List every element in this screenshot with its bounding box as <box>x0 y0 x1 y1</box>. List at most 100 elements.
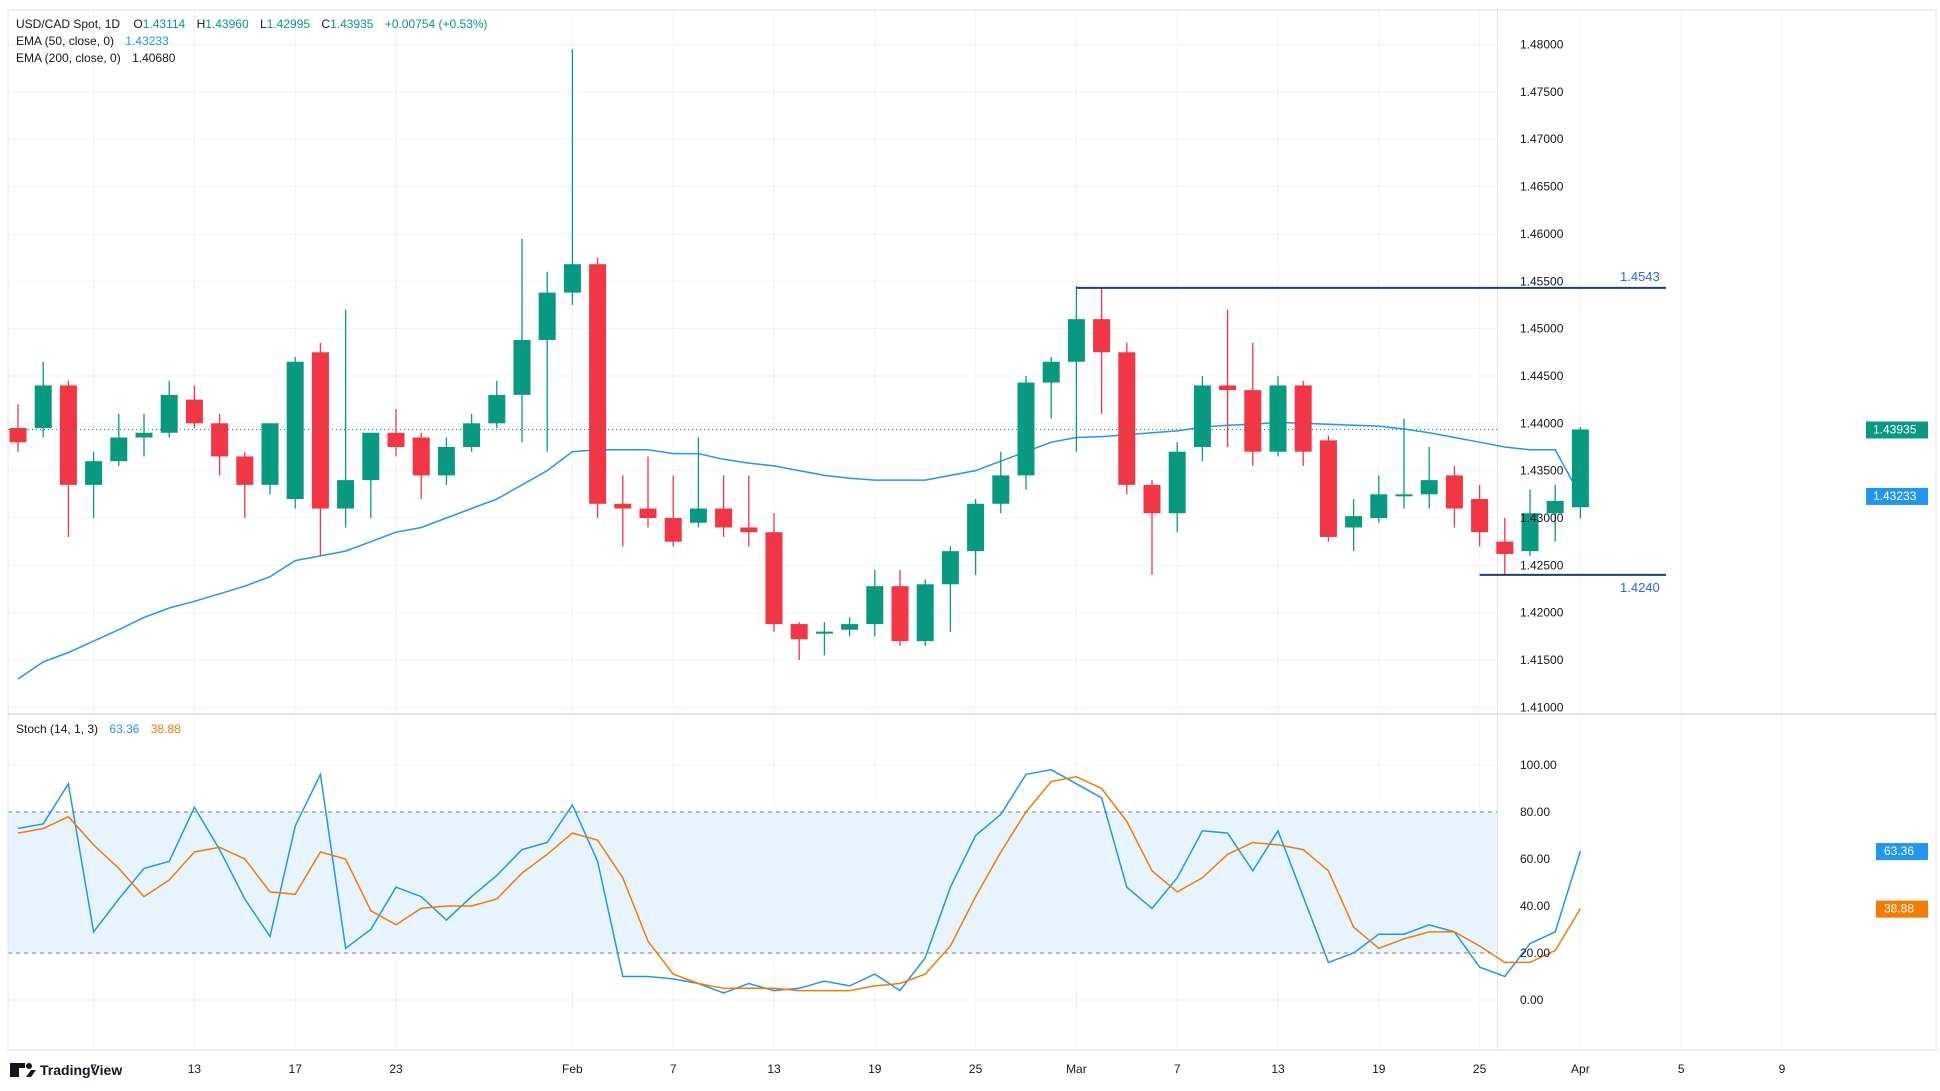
candle-up <box>34 361 52 438</box>
candle-body <box>740 527 758 533</box>
ohlc-change: +0.00754 (+0.53%) <box>385 17 488 31</box>
candle-up <box>689 437 707 528</box>
price-tick-label: 1.43000 <box>1520 511 1564 525</box>
candle-body <box>866 586 884 625</box>
candle-down <box>412 432 430 500</box>
candle-up <box>286 357 304 509</box>
candle-layer <box>9 49 1589 661</box>
candle-body <box>286 361 304 500</box>
candle-body <box>1269 385 1287 452</box>
level-label: 1.4240 <box>1620 580 1660 595</box>
candle-body <box>463 423 481 447</box>
candle-body <box>513 339 531 395</box>
candle-body <box>34 385 52 429</box>
candle-down <box>664 475 682 547</box>
ema200-legend-value: 1.40680 <box>132 51 176 65</box>
price-tick-label: 1.43500 <box>1520 464 1564 478</box>
stoch-badge-text: 63.36 <box>1884 844 1914 858</box>
stoch-badge-text: 38.88 <box>1884 902 1914 916</box>
candle-up <box>110 413 128 466</box>
time-tick-label: 7 <box>670 1062 677 1076</box>
stoch-k-line <box>17 768 1582 994</box>
candle-down <box>765 513 783 632</box>
candle-body <box>160 394 178 433</box>
candle-body <box>337 480 355 509</box>
ohlc-l-label: L <box>260 17 267 31</box>
candle-down <box>1445 465 1463 528</box>
candle-body <box>1445 475 1463 509</box>
candle-body <box>1093 319 1111 353</box>
candle-down <box>589 257 607 518</box>
candle-down <box>1294 380 1312 466</box>
candle-body <box>1219 385 1237 391</box>
price-tick-label: 1.41500 <box>1520 653 1564 667</box>
candle-body <box>135 432 153 438</box>
candle-down <box>185 385 203 429</box>
stoch-tick-label: 100.00 <box>1520 758 1557 772</box>
tradingview-logo[interactable]: TradingView <box>10 1062 122 1078</box>
time-tick-label: 13 <box>1271 1062 1285 1076</box>
time-tick-label: 19 <box>1372 1062 1386 1076</box>
candle-up <box>488 380 506 429</box>
time-tick-label: Feb <box>562 1062 583 1076</box>
price-tick-label: 1.44500 <box>1520 369 1564 383</box>
ohlc-o-label: O <box>133 17 142 31</box>
candle-down <box>1244 342 1262 466</box>
candle-body <box>1420 480 1438 495</box>
svg-text:Stoch (14, 1, 3) 63.36: Stoch (14, 1, 3) 63.36 38.88 <box>16 722 181 736</box>
candle-body <box>1143 484 1161 514</box>
stoch-k-legend-value: 63.36 <box>109 722 139 736</box>
candle-body <box>715 508 733 528</box>
time-tick-label: Apr <box>1571 1062 1590 1076</box>
ema50-badge-text: 1.43233 <box>1873 489 1917 503</box>
candle-down <box>1219 309 1237 447</box>
candle-body <box>1345 516 1363 528</box>
ema50-legend-label: EMA (50, close, 0) <box>16 34 114 48</box>
candle-body <box>261 423 279 485</box>
candle-body <box>563 264 581 293</box>
candle-up <box>1420 446 1438 509</box>
candle-down <box>715 475 733 537</box>
candle-body <box>664 518 682 542</box>
candle-up <box>1269 375 1287 457</box>
ema200-legend-label: EMA (200, close, 0) <box>16 51 121 65</box>
candle-down <box>1319 435 1337 542</box>
price-tick-label: 1.46000 <box>1520 227 1564 241</box>
candle-body <box>967 503 985 552</box>
time-tick-label: 25 <box>969 1062 983 1076</box>
candle-body <box>412 437 430 476</box>
candle-up <box>538 271 556 452</box>
candle-body <box>916 584 934 642</box>
ohlc-h-value: 1.43960 <box>205 17 249 31</box>
candle-down <box>639 456 657 528</box>
candle-down <box>1496 518 1514 575</box>
candle-down <box>1093 287 1111 414</box>
candle-up <box>1370 475 1388 523</box>
candle-body <box>362 432 380 481</box>
candle-body <box>689 508 707 523</box>
candle-body <box>1244 390 1262 452</box>
candle-down <box>614 475 632 547</box>
candle-up <box>513 238 531 443</box>
candle-up <box>85 451 103 518</box>
price-tick-label: 1.42500 <box>1520 558 1564 572</box>
candle-body <box>815 631 833 634</box>
price-tick-label: 1.45500 <box>1520 274 1564 288</box>
stoch-badge-bg <box>1876 843 1928 861</box>
candle-up <box>261 423 279 495</box>
candle-body <box>1042 361 1060 383</box>
time-tick-label: Mar <box>1066 1062 1087 1076</box>
stoch-band <box>8 812 1497 953</box>
candle-up <box>1067 285 1085 452</box>
price-tick-label: 1.45000 <box>1520 322 1564 336</box>
candle-body <box>1546 500 1564 514</box>
candle-up <box>866 570 884 637</box>
candle-body <box>765 532 783 625</box>
stoch-d-badge: 38.88 <box>1876 900 1928 918</box>
candle-body <box>85 461 103 485</box>
candle-body <box>1118 352 1136 485</box>
candle-body <box>538 292 556 340</box>
price-tick-label: 1.47000 <box>1520 132 1564 146</box>
candle-body <box>1017 382 1035 476</box>
time-tick-label: 5 <box>1678 1062 1685 1076</box>
